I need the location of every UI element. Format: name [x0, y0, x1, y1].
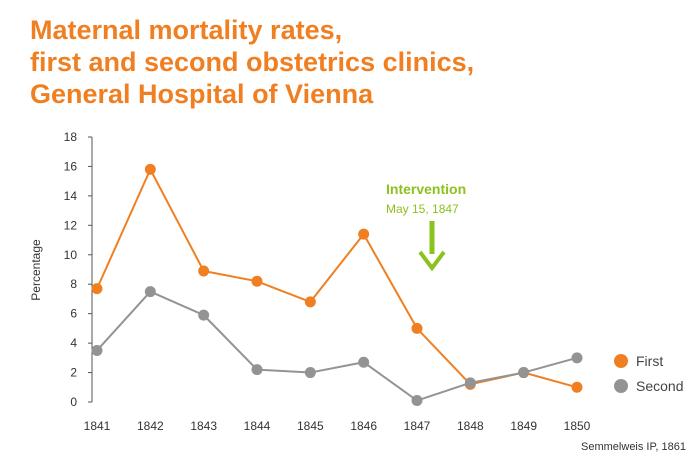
- data-point-second: [358, 356, 370, 368]
- x-tick-label: 1843: [190, 419, 217, 433]
- y-tick-label: 8: [70, 277, 77, 291]
- chart-title: Maternal mortality rates, first and seco…: [30, 14, 474, 110]
- data-point-second: [198, 309, 210, 321]
- data-point-second: [571, 352, 583, 364]
- annotation-title: Intervention: [386, 181, 466, 197]
- intervention-arrow-head: [418, 250, 446, 272]
- data-point-second: [411, 395, 423, 407]
- data-point-first: [571, 381, 583, 393]
- legend-label-second: Second: [636, 378, 683, 394]
- data-point-second: [518, 367, 530, 379]
- y-tick-label: 14: [64, 189, 78, 203]
- x-tick-label: 1850: [564, 419, 591, 433]
- y-tick-label: 2: [70, 366, 77, 380]
- x-tick-label: 1844: [244, 419, 271, 433]
- data-point-first: [144, 163, 156, 175]
- annotation-subtitle: May 15, 1847: [386, 202, 459, 216]
- data-point-first: [411, 322, 423, 334]
- y-tick-label: 4: [70, 336, 77, 350]
- x-tick-label: 1848: [457, 419, 484, 433]
- y-tick-label: 10: [64, 248, 78, 262]
- y-tick-label: 6: [70, 307, 77, 321]
- x-tick-label: 1847: [404, 419, 431, 433]
- source-note: Semmelweis IP, 1861: [581, 441, 686, 453]
- data-point-second: [91, 344, 103, 356]
- y-tick-label: 0: [70, 395, 77, 409]
- data-point-first: [358, 228, 370, 240]
- data-point-first: [91, 283, 103, 295]
- x-tick-label: 1849: [510, 419, 537, 433]
- legend-marker-first: [614, 354, 628, 368]
- y-tick-label: 16: [64, 159, 78, 173]
- data-point-first: [198, 265, 210, 277]
- series-line-first: [96, 167, 578, 389]
- x-tick-label: 1846: [350, 419, 377, 433]
- data-point-second: [304, 367, 316, 379]
- title-line-3: General Hospital of Vienna: [30, 79, 374, 109]
- legend-marker-second: [614, 379, 628, 393]
- data-point-second: [144, 286, 156, 298]
- title-line-2: first and second obstetrics clinics,: [30, 47, 475, 77]
- x-tick-label: 1841: [84, 419, 111, 433]
- legend-label-first: First: [636, 353, 663, 369]
- title-line-1: Maternal mortality rates,: [30, 15, 343, 45]
- x-tick-label: 1842: [137, 419, 164, 433]
- data-point-first: [304, 296, 316, 308]
- data-point-second: [464, 377, 476, 389]
- series-line-second: [96, 290, 578, 402]
- y-tick-label: 18: [64, 130, 78, 144]
- data-point-first: [251, 275, 263, 287]
- data-point-second: [251, 364, 263, 376]
- y-tick-label: 12: [64, 218, 78, 232]
- y-axis-label: Percentage: [29, 239, 43, 301]
- x-tick-label: 1845: [297, 419, 324, 433]
